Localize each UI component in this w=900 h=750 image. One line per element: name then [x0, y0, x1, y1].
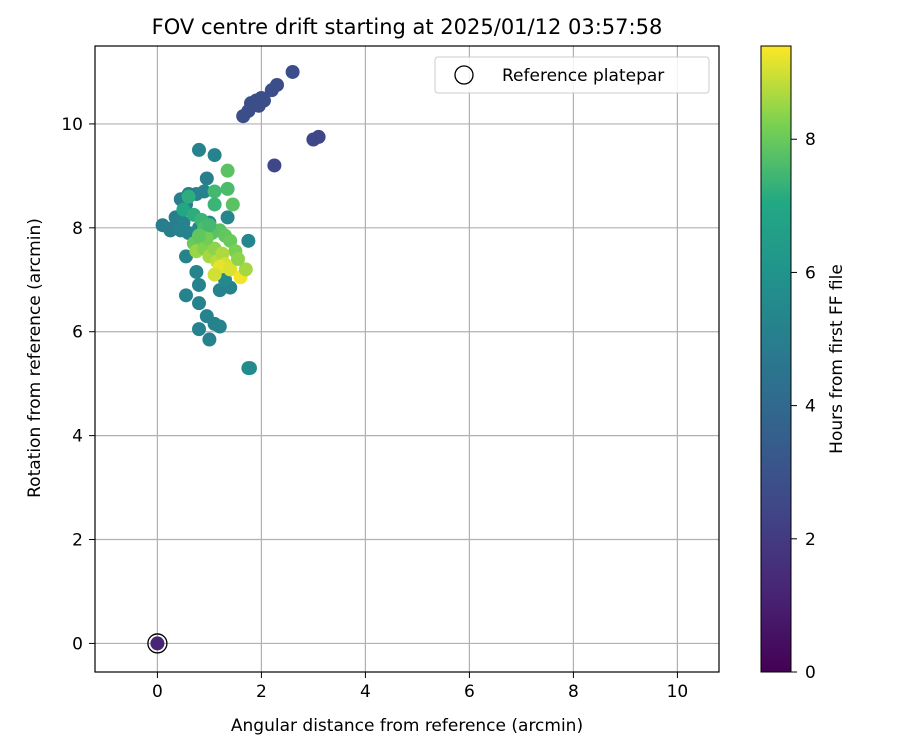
data-point	[199, 171, 214, 186]
data-point	[207, 197, 222, 212]
colorbar-gradient	[760, 45, 792, 673]
y-tick-label: 8	[72, 219, 83, 239]
data-point	[192, 277, 206, 292]
y-tick-label: 0	[72, 634, 83, 654]
data-point	[242, 361, 257, 376]
data-point	[207, 267, 222, 282]
reference-platepar-marker	[147, 633, 168, 654]
x-tick-label: 8	[568, 682, 579, 702]
legend-marker-open-circle	[454, 65, 474, 85]
data-point	[207, 148, 222, 163]
x-axis-label: Angular distance from reference (arcmin)	[231, 716, 583, 736]
y-tick-label: 2	[72, 531, 83, 551]
data-point	[238, 262, 253, 277]
data-point	[270, 77, 284, 92]
data-point	[218, 272, 232, 287]
data-point	[311, 129, 326, 144]
data-point	[202, 332, 217, 347]
y-axis-label: Rotation from reference (arcmin)	[25, 218, 45, 498]
data-point	[220, 181, 235, 196]
data-point	[241, 103, 256, 118]
data-point	[176, 202, 191, 217]
y-tick-label: 6	[72, 323, 83, 343]
x-tick-label: 2	[256, 682, 267, 702]
colorbar-tick-label: 2	[805, 530, 816, 550]
data-point	[192, 142, 206, 157]
data-point	[241, 233, 256, 248]
data-point	[207, 184, 222, 199]
colorbar: 0 2 4 6 8	[760, 45, 816, 683]
data-point	[179, 288, 193, 303]
data-point	[220, 163, 235, 178]
chart-title: FOV centre drift starting at 2025/01/12 …	[152, 15, 663, 39]
data-point	[225, 197, 240, 212]
colorbar-tick-label: 4	[805, 397, 816, 417]
data-point	[163, 223, 178, 238]
data-point	[192, 296, 206, 311]
plot-frame	[94, 45, 720, 673]
legend-label: Reference platepar	[502, 66, 664, 86]
data-point	[212, 319, 227, 334]
data-point	[192, 322, 206, 337]
x-tick-label: 4	[360, 682, 371, 702]
data-point	[179, 249, 193, 264]
data-point	[150, 636, 165, 651]
colorbar-tick-label: 0	[805, 663, 816, 683]
x-tick-label: 10	[667, 682, 689, 702]
data-point	[267, 158, 282, 173]
data-point	[285, 64, 300, 79]
data-point	[231, 251, 245, 266]
y-tick-label: 4	[72, 427, 83, 447]
plot-area: 0 2 4 6 8 10 0 2 4 6 8 10	[61, 45, 720, 702]
x-tick-label: 6	[464, 682, 475, 702]
data-point	[202, 218, 217, 233]
colorbar-tick-label: 6	[805, 263, 816, 283]
data-point	[220, 210, 235, 225]
plot-background	[95, 46, 719, 672]
data-point	[189, 264, 204, 279]
colorbar-label: Hours from first FF file	[827, 264, 847, 454]
data-point	[251, 98, 266, 113]
legend-box	[434, 56, 710, 94]
data-point	[223, 233, 238, 248]
data-point	[181, 189, 196, 204]
x-tick-label: 0	[152, 682, 163, 702]
colorbar-tick-label: 8	[805, 130, 816, 150]
y-tick-label: 10	[61, 115, 83, 135]
data-point	[223, 262, 238, 277]
legend: Reference platepar	[434, 56, 710, 94]
data-point	[192, 228, 206, 243]
